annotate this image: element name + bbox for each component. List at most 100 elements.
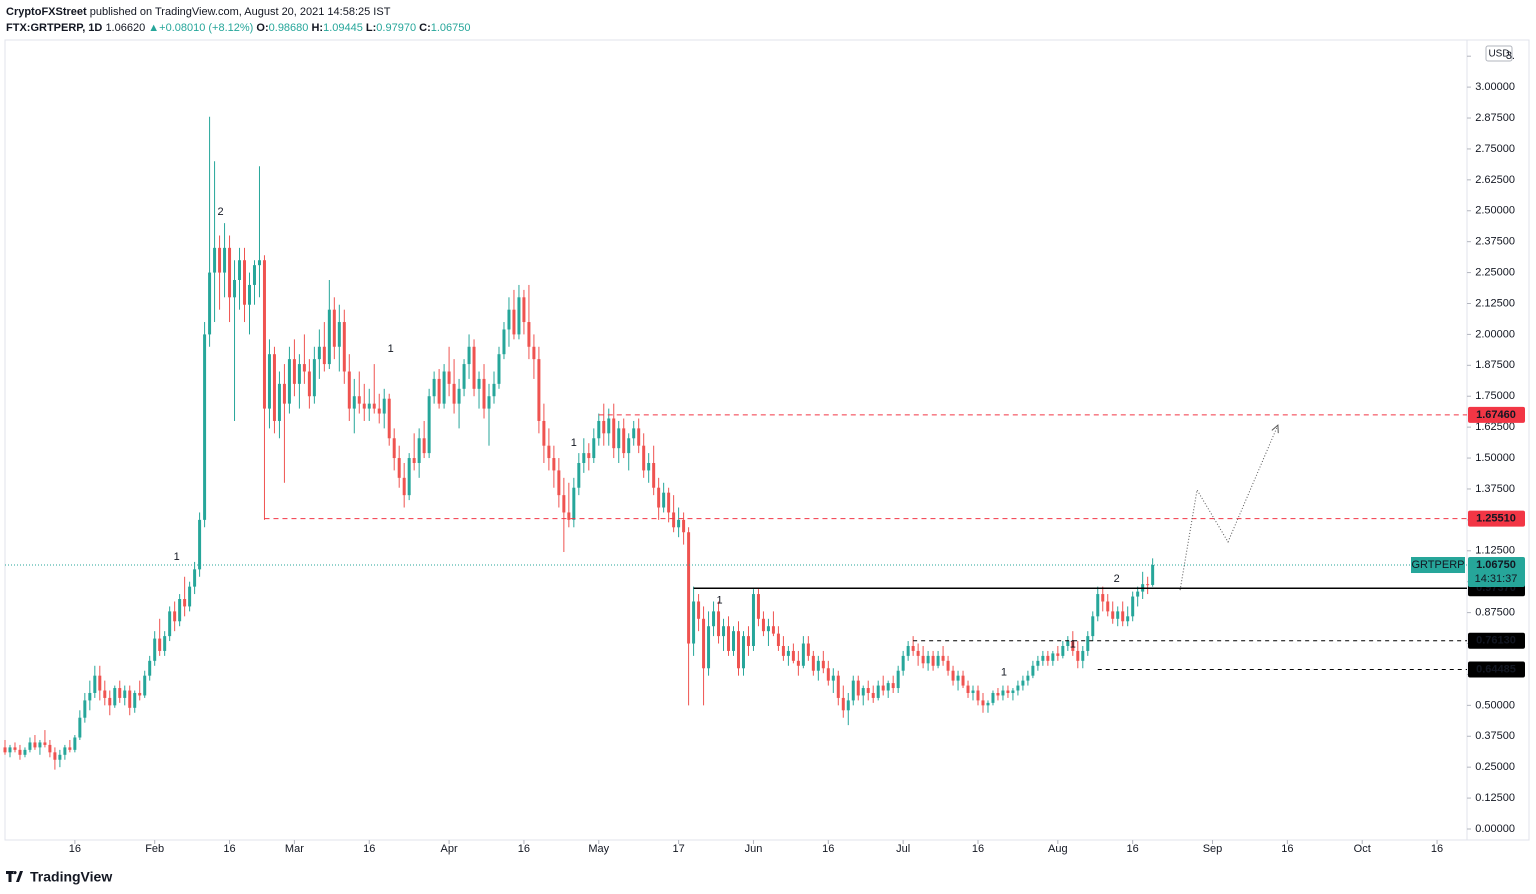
candle-body (552, 458, 556, 471)
annotation: 1 (388, 343, 394, 355)
candle-body (502, 329, 506, 355)
ohlc-value: 0.97970 (376, 22, 417, 34)
candle-body (821, 660, 825, 669)
level-label-box (1468, 510, 1525, 527)
candle-body (357, 396, 361, 404)
candle-body (282, 383, 286, 404)
candle-body (28, 742, 32, 750)
candle-body (816, 660, 820, 671)
ohlc-label: C: (419, 22, 431, 34)
ohlc-label: H: (311, 22, 324, 34)
candle-body (1136, 591, 1140, 597)
candle-body (123, 690, 127, 698)
candle-body (811, 655, 815, 671)
y-tick-label: 2.25000 (1475, 266, 1515, 278)
candle-body (292, 359, 296, 384)
candle-body (1121, 611, 1125, 622)
y-tick-label: 0.50000 (1475, 699, 1515, 711)
projection-path (1179, 424, 1279, 591)
candle-body (806, 643, 810, 656)
ohlc-label: L: (365, 22, 377, 34)
candle-body (73, 737, 77, 750)
candle-body (322, 346, 326, 365)
candle-body (801, 643, 805, 666)
x-tick-label: Mar (285, 843, 304, 855)
candle-body (38, 742, 42, 748)
candle-body (372, 403, 376, 409)
candle-body (138, 692, 142, 696)
candle-body (522, 297, 526, 323)
candle-body (941, 655, 945, 661)
ohlc-value: 0.98680 (268, 22, 309, 34)
candle-body (248, 284, 251, 305)
candle-body (781, 645, 785, 656)
candle-body (457, 388, 461, 404)
candle-body (1096, 594, 1100, 617)
countdown: 14:31:37 (1475, 573, 1518, 585)
x-tick-label: 16 (822, 843, 834, 855)
x-tick-label: Jul (896, 843, 910, 855)
candle-body (761, 618, 765, 632)
candle-body (577, 462, 581, 488)
candle-body (1016, 685, 1020, 691)
candle-body (662, 492, 666, 508)
candle-body (732, 631, 736, 651)
candle-body (741, 636, 745, 669)
logo: TradingView (6, 869, 112, 885)
candle-body (58, 754, 62, 760)
candle-body (956, 675, 960, 681)
candle-body (1036, 660, 1040, 666)
last: 1.06620 (105, 22, 146, 34)
y-tick-label: 1.12500 (1475, 545, 1515, 557)
candle-body (497, 354, 501, 384)
x-tick-label: 16 (363, 843, 375, 855)
level-label: 0.64485 (1476, 663, 1516, 675)
candle-body (916, 650, 920, 656)
candle-body (1106, 601, 1110, 612)
candle-body (252, 265, 256, 285)
y-tick-label: 1.50000 (1475, 452, 1515, 464)
candle-body (612, 418, 616, 449)
candle-body (188, 586, 192, 607)
symbol-box (1411, 557, 1465, 574)
candle-body (63, 747, 67, 755)
candle-body (597, 420, 601, 439)
candle-body (986, 702, 990, 706)
candle-body (437, 378, 441, 404)
candle-body (771, 626, 775, 634)
candle-body (602, 420, 606, 434)
candle-body (452, 383, 456, 404)
candle-body (1111, 611, 1115, 619)
y-tick-label: 3. (1506, 50, 1515, 62)
candle-body (567, 512, 571, 520)
frame (4, 39, 1530, 841)
candle-body (1006, 690, 1010, 693)
candle-body (387, 398, 391, 439)
y-tick-label: 1.37500 (1475, 483, 1515, 495)
brand: TradingView (30, 869, 112, 885)
ohlc: O:0.98680 H:1.09445 L:0.97970 C:1.06750 (256, 22, 470, 34)
candle-body (287, 359, 291, 404)
candle-body (168, 611, 172, 637)
candle-body (432, 378, 436, 397)
candle-body (128, 690, 132, 708)
candle-body (632, 428, 636, 439)
candle-body (532, 346, 536, 360)
candle-body (208, 272, 212, 335)
candle-body (143, 675, 147, 696)
candle-body (3, 747, 7, 753)
candle-body (257, 260, 261, 266)
currency-box (1485, 45, 1513, 62)
annotation: 1 (1070, 639, 1076, 651)
candle-body (507, 309, 511, 330)
candle-body (93, 675, 97, 693)
candle-body (562, 495, 566, 513)
candle-body (1131, 596, 1135, 617)
candle-body (756, 594, 760, 619)
candle-body (377, 408, 381, 414)
candle-body (886, 683, 890, 691)
candle-body (1001, 690, 1005, 696)
candle-body (352, 396, 356, 409)
candle-body (183, 599, 187, 607)
candle-body (901, 655, 905, 671)
